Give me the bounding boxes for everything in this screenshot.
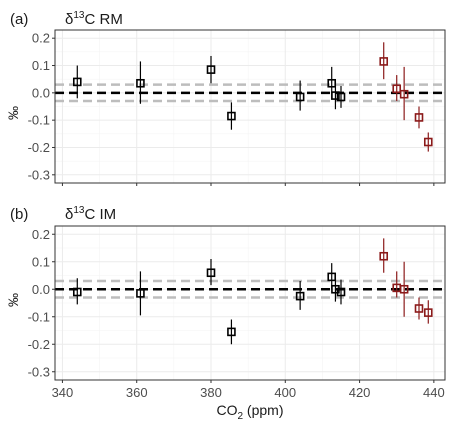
panel-a-plot: 0.2 0.1 0.0 -0.1 -0.2 -0.3 [28, 29, 446, 186]
panel-a-y-tick-label: -0.3 [28, 167, 50, 182]
panel-a-data-point [379, 57, 389, 66]
panel-a-y-axis-title: ‰ [5, 106, 21, 120]
panel-b-data-point [227, 327, 236, 337]
panel-b-border [54, 225, 446, 381]
panel-a-y-tick-label: -0.1 [28, 113, 50, 128]
panel-b-y-tick-label: 0.2 [32, 227, 50, 242]
panel-a-y-tick-label: 0.0 [32, 85, 50, 100]
panel-a-data-point [72, 77, 82, 87]
panel-b-data-point [295, 291, 305, 301]
panel-a-tag: (a) [10, 11, 28, 28]
panel-a-data-point [227, 111, 236, 121]
panel-a-data-point [336, 92, 346, 102]
x-axis-title: CO2 (ppm) [216, 402, 283, 422]
panel-a-data-point [136, 78, 145, 88]
panel-b-y-tick-label: 0.0 [32, 282, 50, 297]
panel-a-data-point [331, 91, 340, 100]
panel-b-y-tick-label: -0.1 [28, 309, 50, 324]
panel-b-data-point [423, 308, 433, 317]
panel-b-y-tick-label: -0.2 [28, 337, 50, 352]
panel-b-y-axis-title: ‰ [5, 293, 21, 307]
x-tick-label: 420 [349, 385, 371, 400]
panel-b-data-point [399, 284, 409, 294]
panel-b-title: δ13C IM [65, 205, 116, 223]
x-tick-label: 380 [200, 385, 222, 400]
x-tick-label: 360 [126, 385, 148, 400]
panel-b-y-tick-label: 0.1 [32, 254, 50, 269]
panel-a-y-tick-label: 0.2 [32, 31, 50, 46]
panel-b-y-tick-label: -0.3 [28, 364, 50, 379]
panel-b-data-point [136, 289, 145, 298]
panel-b-data-point [72, 287, 82, 297]
panel-b-data-point [414, 304, 424, 313]
panel-b-data-point [379, 251, 389, 261]
x-tick-label: 400 [274, 385, 296, 400]
panel-b-data-point [327, 272, 337, 282]
panel-a-data-point [295, 92, 305, 102]
panel-a-data-point [399, 89, 409, 99]
x-tick-label: 340 [52, 385, 74, 400]
panel-a-data-point [423, 137, 433, 147]
panel-a-data-point [414, 113, 424, 122]
panel-b-data-point [206, 268, 216, 278]
panel-a-y-tick-label: 0.1 [32, 58, 50, 73]
panel-b-tag: (b) [10, 206, 28, 223]
x-tick-label: 440 [423, 385, 445, 400]
panel-a-data-point [206, 65, 216, 74]
panel-a-title: δ13C RM [65, 10, 123, 28]
panel-b-data-point [336, 287, 346, 297]
panel-a-data-point [392, 84, 402, 94]
panel-a-border [54, 29, 446, 184]
panel-a-y-tick-label: -0.2 [28, 140, 50, 155]
